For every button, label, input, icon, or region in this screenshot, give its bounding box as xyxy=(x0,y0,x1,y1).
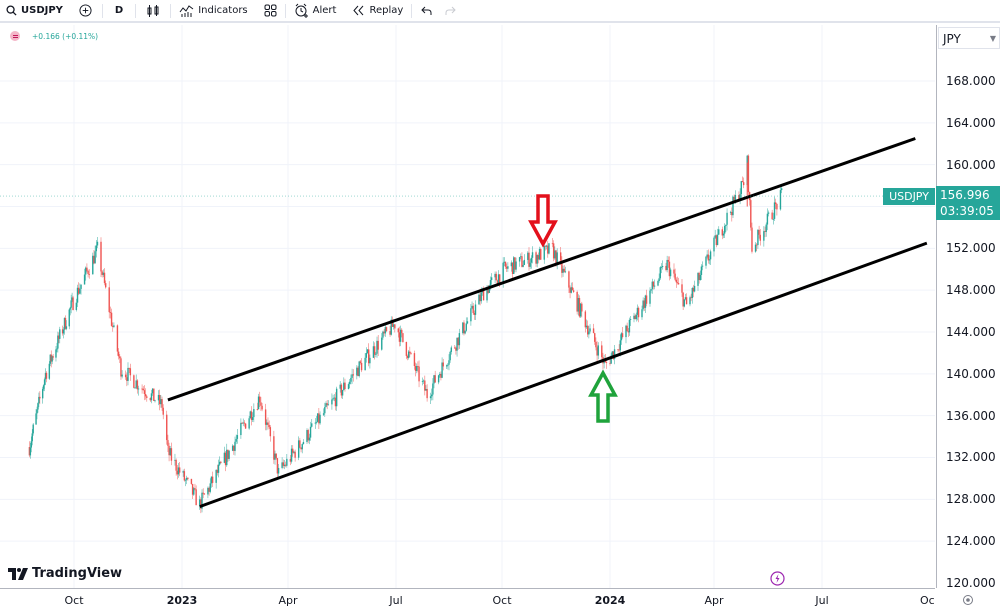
price-axis-label: 136.000 xyxy=(946,408,996,423)
tradingview-logo-icon xyxy=(8,567,28,580)
indicators-label: Indicators xyxy=(198,5,248,16)
divider xyxy=(135,3,137,18)
chart-pane[interactable] xyxy=(0,25,935,588)
replay-button[interactable]: Replay xyxy=(344,0,411,22)
down-arrow-annotation xyxy=(528,194,558,248)
time-axis-label: Oct xyxy=(492,594,512,607)
price-axis[interactable] xyxy=(936,25,1000,588)
price-axis-label: 132.000 xyxy=(946,450,996,465)
time-axis-label: Jul xyxy=(389,594,403,607)
divider xyxy=(170,3,172,18)
replay-label: Replay xyxy=(369,5,404,16)
last-price: 156.996 xyxy=(940,188,990,202)
price-change: +0.166 (+0.11%) xyxy=(32,31,99,41)
indicators-icon xyxy=(179,4,194,17)
time-axis-label: 2024 xyxy=(594,594,626,607)
price-axis-label: 160.000 xyxy=(946,157,996,172)
undo-icon xyxy=(421,6,432,15)
price-axis-label: 168.000 xyxy=(946,74,996,88)
chevron-down-icon: ▼ xyxy=(989,34,996,43)
market-status-icon[interactable] xyxy=(10,31,20,41)
currency-dropdown[interactable]: JPY ▼ xyxy=(938,27,1000,49)
undo-button[interactable] xyxy=(412,0,441,22)
time-axis-label: Jul xyxy=(815,594,829,607)
time-axis-label: 2023 xyxy=(166,594,198,607)
price-axis-label: 128.000 xyxy=(946,492,996,507)
indicators-button[interactable]: Indicators xyxy=(171,0,255,22)
time-axis-label: Oc xyxy=(920,594,935,607)
trendline-upper-channel xyxy=(167,137,916,402)
interval-button[interactable]: D xyxy=(103,0,135,22)
chart-legend: +0.166 (+0.11%) xyxy=(10,31,98,41)
settings-icon[interactable] xyxy=(962,594,974,606)
symbol-label: USDJPY xyxy=(21,5,63,16)
last-price-tag: 156.996 03:39:05 xyxy=(936,186,1000,220)
alarm-clock-icon xyxy=(295,3,308,18)
price-axis-label: 148.000 xyxy=(946,283,996,298)
price-axis-label: 124.000 xyxy=(946,534,996,549)
price-chart[interactable] xyxy=(0,25,935,588)
grid-icon xyxy=(264,4,277,17)
price-axis-label: 164.000 xyxy=(946,115,996,130)
compare-button[interactable] xyxy=(69,0,102,22)
logo-text: TradingView xyxy=(32,566,123,581)
time-axis[interactable] xyxy=(0,588,935,612)
alert-button[interactable]: Alert xyxy=(286,0,345,22)
time-axis-label: Oct xyxy=(64,594,84,607)
divider xyxy=(411,3,413,18)
chart-type-button[interactable] xyxy=(136,0,170,22)
interval-label: D xyxy=(114,5,124,16)
symbol-search-button[interactable]: USDJPY xyxy=(0,0,69,22)
redo-button[interactable] xyxy=(441,0,460,22)
bar-countdown: 03:39:05 xyxy=(940,204,994,218)
candlestick-icon xyxy=(147,4,159,17)
price-axis-label: 140.000 xyxy=(946,366,996,381)
plus-circle-icon xyxy=(79,4,92,17)
time-axis-label: Apr xyxy=(278,594,298,607)
trendline-lower-channel xyxy=(199,241,928,509)
top-toolbar: USDJPY D Indicators Alert Replay xyxy=(0,0,1000,23)
symbol-price-tag: USDJPY xyxy=(883,188,935,205)
currency-label: JPY xyxy=(943,32,961,46)
templates-button[interactable] xyxy=(256,0,285,22)
replay-icon xyxy=(353,5,364,16)
price-axis-label: 152.000 xyxy=(946,241,996,256)
divider xyxy=(101,3,103,18)
time-axis-label: Apr xyxy=(704,594,724,607)
redo-icon xyxy=(445,6,456,15)
price-axis-label: 144.000 xyxy=(946,324,996,339)
price-axis-label: 120.000 xyxy=(946,575,996,590)
divider xyxy=(284,3,286,18)
lightning-event-icon[interactable] xyxy=(770,571,785,586)
alert-label: Alert xyxy=(312,5,337,16)
tradingview-logo[interactable]: TradingView xyxy=(8,566,122,581)
up-arrow-annotation xyxy=(588,369,618,423)
search-icon xyxy=(6,5,17,16)
